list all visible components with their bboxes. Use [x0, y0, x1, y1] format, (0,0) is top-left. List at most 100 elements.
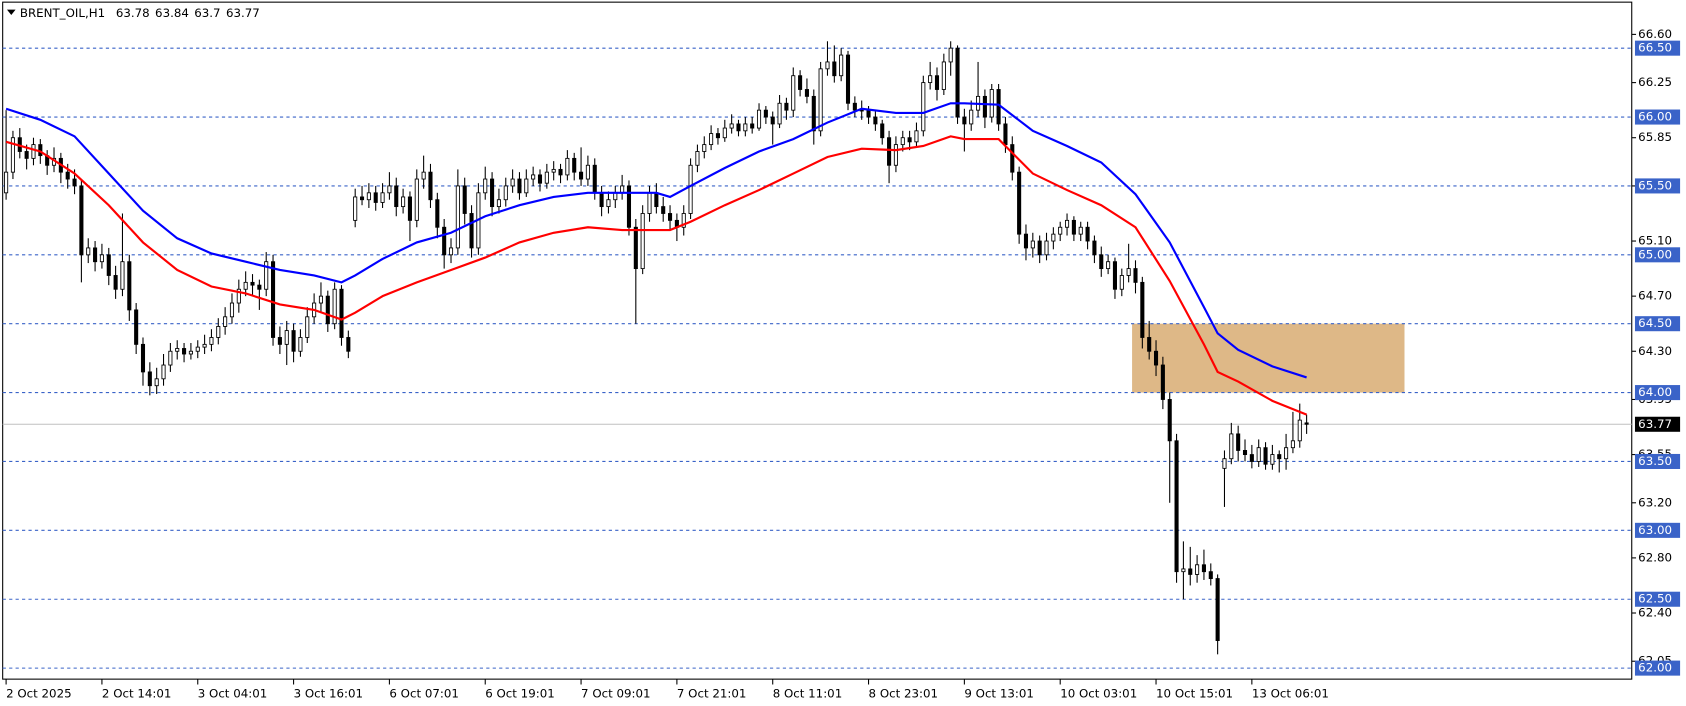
- candle-body: [503, 185, 508, 201]
- candle-body: [120, 261, 125, 290]
- candle-body: [681, 213, 686, 228]
- candle-body: [1058, 226, 1063, 235]
- current-price-label: 63.77: [1638, 417, 1672, 431]
- candle-body: [1003, 123, 1008, 146]
- candle-body: [380, 192, 385, 203]
- candle-body: [428, 171, 433, 201]
- price-zone: [1132, 323, 1405, 393]
- menu-triangle[interactable]: [6, 9, 16, 16]
- candle-body: [702, 144, 707, 152]
- candle-body: [346, 337, 351, 352]
- candle-body: [763, 109, 768, 118]
- x-tick-label: 7 Oct 09:01: [581, 687, 651, 701]
- candle-body: [661, 206, 666, 214]
- candle-body: [373, 192, 378, 203]
- candle-body: [1023, 233, 1029, 249]
- candle-body: [455, 185, 460, 249]
- candle-body: [736, 123, 741, 132]
- candle-body: [880, 123, 885, 139]
- candle-body: [236, 288, 241, 304]
- candle-body: [332, 288, 337, 325]
- candle-body: [353, 196, 358, 221]
- candle-body: [387, 185, 392, 194]
- x-tick-label: 3 Oct 16:01: [294, 687, 363, 701]
- x-tick-label: 9 Oct 13:01: [964, 687, 1034, 701]
- x-tick-label: 7 Oct 21:01: [677, 687, 747, 701]
- candle-body: [934, 75, 940, 90]
- candle-body: [106, 254, 111, 276]
- candle-body: [448, 247, 454, 256]
- close-value: 63.77: [226, 5, 260, 19]
- moving-average-line: [5, 102, 1307, 379]
- candle-body: [202, 343, 207, 348]
- axis-layer: 66.6066.2565.8565.5065.1064.7064.3063.95…: [5, 27, 1681, 701]
- candle-body: [1051, 233, 1056, 242]
- candle-body: [1215, 578, 1220, 641]
- candle-body: [24, 151, 29, 159]
- level-label-bg: [1634, 40, 1681, 56]
- candle-body: [366, 192, 371, 201]
- candle-body: [510, 178, 515, 187]
- candle-body: [1208, 571, 1213, 579]
- candle-body: [845, 54, 851, 104]
- candle-body: [435, 199, 440, 228]
- candle-body: [729, 123, 734, 129]
- candle-body: [182, 348, 187, 355]
- candle-body: [900, 137, 905, 146]
- candle-body: [537, 174, 543, 184]
- candle-body: [1099, 254, 1104, 270]
- candle-body: [339, 288, 344, 338]
- y-tick-label: 65.85: [1638, 130, 1672, 144]
- candle-body: [1270, 454, 1275, 465]
- candle-body: [558, 168, 563, 176]
- candle-body: [1188, 568, 1193, 575]
- candle-body: [756, 109, 762, 129]
- candle-body: [1284, 447, 1289, 460]
- candle-body: [1078, 226, 1083, 235]
- candle-body: [969, 109, 974, 125]
- candle-body: [791, 75, 796, 111]
- x-tick-label: 8 Oct 23:01: [869, 687, 939, 701]
- candle-body: [1201, 564, 1206, 573]
- candle-body: [271, 261, 276, 338]
- candle-body: [1181, 568, 1186, 573]
- level-label: 63.00: [1638, 523, 1672, 537]
- candle-body: [1071, 219, 1076, 235]
- candle-body: [572, 157, 577, 173]
- candle-body: [93, 247, 98, 263]
- current-price-bg: [1634, 416, 1681, 432]
- candle-body: [1174, 440, 1179, 573]
- candle-body: [1126, 268, 1131, 276]
- level-label-bg: [1634, 316, 1681, 332]
- candle-body: [277, 337, 282, 345]
- candle-body: [1277, 454, 1282, 460]
- candle-body: [592, 164, 597, 194]
- level-label: 65.50: [1638, 178, 1672, 192]
- candle-body: [852, 102, 857, 111]
- candle-body: [264, 261, 269, 290]
- candle-body: [442, 226, 447, 256]
- candle-body: [1236, 433, 1241, 451]
- x-tick-label: 8 Oct 11:01: [773, 687, 843, 701]
- candle-body: [715, 133, 721, 139]
- candle-body: [127, 261, 132, 311]
- x-tick-label: 10 Oct 03:01: [1060, 687, 1137, 701]
- candle-body: [1222, 458, 1227, 469]
- candle-body: [209, 337, 214, 345]
- candle-body: [709, 133, 714, 146]
- candle-body: [421, 171, 426, 180]
- candle-body: [188, 350, 193, 355]
- candle-body: [859, 109, 864, 112]
- candle-body: [147, 371, 152, 387]
- candle-body: [784, 102, 789, 111]
- level-label: 65.00: [1638, 247, 1672, 261]
- x-tick-label: 3 Oct 04:01: [198, 687, 268, 701]
- candle-body: [818, 68, 823, 132]
- level-label-bg: [1634, 660, 1681, 676]
- candle-body: [565, 157, 570, 176]
- candle-body: [161, 364, 166, 380]
- candle-body: [517, 178, 522, 194]
- candle-body: [633, 226, 638, 270]
- candle-body: [10, 137, 15, 173]
